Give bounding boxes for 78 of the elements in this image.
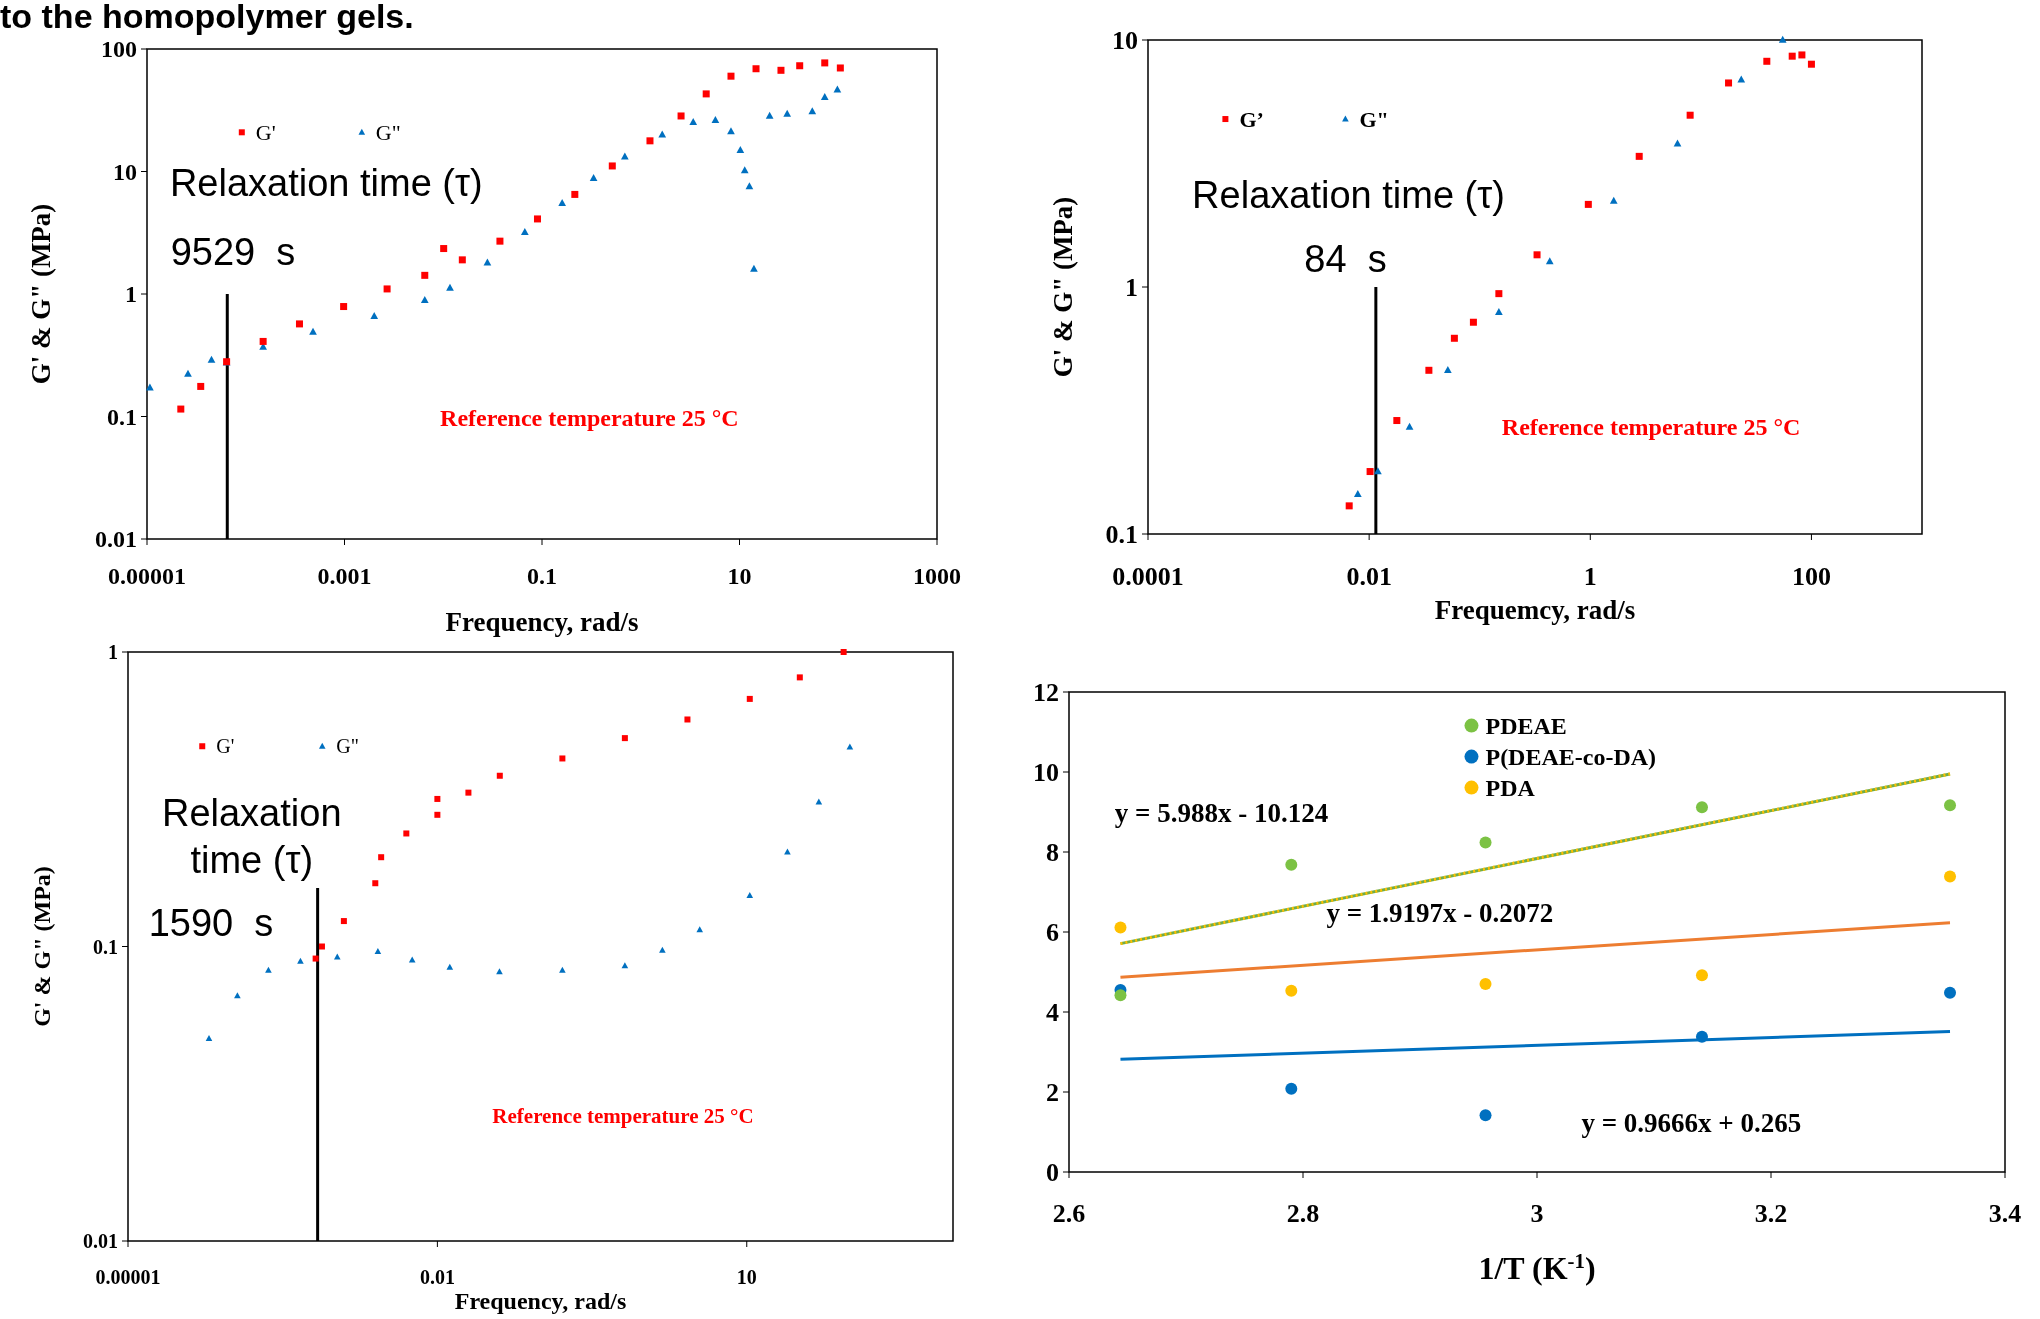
point — [1114, 921, 1127, 934]
y-tick-label: 1 — [1125, 273, 1138, 303]
y-tick-label: 0.01 — [95, 526, 137, 553]
point — [1944, 870, 1957, 883]
x-tick-label: 3.2 — [1754, 1199, 1788, 1228]
point — [1944, 799, 1957, 812]
x-tick-label: 10 — [736, 1266, 757, 1288]
x-tick-label: 2.8 — [1286, 1199, 1320, 1228]
y-tick-label: 12 — [1033, 678, 1059, 708]
point — [1695, 801, 1708, 814]
annotation: Reference temperature 25 °C — [1501, 414, 1801, 441]
chart-title: to the homopolymer gels. — [0, 0, 414, 35]
x-tick-label: 1000 — [913, 563, 961, 589]
annotation: Relaxation time (τ) — [1192, 173, 1505, 216]
annotation: y = 5.988x - 10.124 — [1114, 798, 1329, 829]
y-tick-label: 0.1 — [1105, 520, 1138, 550]
y-tick-label: 8 — [1046, 838, 1059, 868]
point — [1285, 1082, 1298, 1095]
x-tick-label: 0.001 — [317, 563, 372, 589]
annotation: Reference temperature 25 °C — [440, 405, 739, 432]
x-tick-label: 0.00001 — [108, 563, 186, 589]
legend-label: G' — [216, 735, 235, 758]
annotation: Relaxation time (τ) — [161, 791, 342, 882]
point — [1695, 1030, 1708, 1043]
legend-label: G’ — [1239, 106, 1264, 132]
legend-label: PDEAE — [1485, 713, 1567, 739]
point — [1695, 969, 1708, 982]
y-tick-label: 10 — [1033, 758, 1059, 788]
x-tick-label: 0.0001 — [1112, 562, 1184, 591]
x-tick-label: 0.01 — [1346, 562, 1392, 591]
point — [1479, 978, 1492, 990]
annotation: Relaxation time (τ) — [169, 162, 483, 204]
y-axis-title: G' & G" (MPa) — [29, 866, 55, 1027]
annotation: y = 0.9666x + 0.265 — [1581, 1108, 1802, 1139]
y-axis-title: G' & G" (MPa) — [26, 203, 56, 385]
annotation: Reference temperature 25 °C — [492, 1104, 754, 1129]
point — [1285, 984, 1298, 997]
point — [1479, 1109, 1492, 1122]
x-tick-label: 3 — [1530, 1199, 1544, 1228]
legend-label: PDA — [1485, 775, 1536, 801]
y-tick-label: 0.01 — [83, 1230, 118, 1252]
x-tick-label: 2.6 — [1052, 1199, 1086, 1228]
y-tick-label: 0 — [1046, 1158, 1059, 1188]
y-tick-label: 0.1 — [107, 403, 137, 430]
y-tick-label: 6 — [1046, 918, 1059, 948]
legend-label: G" — [375, 120, 401, 145]
x-axis-title: Frequency, rad/s — [454, 1288, 627, 1314]
x-axis-title: Frequency, rad/s — [445, 607, 639, 637]
x-tick-label: 0.00001 — [95, 1266, 161, 1288]
y-tick-label: 2 — [1046, 1078, 1059, 1108]
x-tick-label: 1 — [1583, 562, 1597, 591]
y-tick-label: 4 — [1046, 998, 1059, 1028]
point — [1114, 989, 1127, 1002]
x-tick-label: 3.4 — [1988, 1199, 2022, 1228]
annotation: 84 s — [1304, 238, 1387, 281]
y-tick-label: 10 — [113, 158, 137, 185]
y-axis-title: G' & G" (MPa) — [1048, 196, 1078, 378]
x-tick-label: 0.1 — [527, 563, 557, 589]
y-tick-label: 10 — [1112, 26, 1138, 56]
point — [1479, 836, 1492, 849]
x-axis-title: Frequemcy, rad/s — [1434, 595, 1636, 625]
y-tick-label: 100 — [101, 36, 137, 63]
point — [1944, 986, 1957, 999]
x-tick-label: 10 — [727, 563, 752, 589]
x-tick-label: 0.01 — [419, 1266, 455, 1288]
legend-label: G" — [1359, 106, 1389, 132]
x-tick-label: 100 — [1791, 562, 1831, 591]
x-axis-title: 1/T (K$^{-1}$) — [1478, 1248, 1596, 1286]
y-tick-label: 0.1 — [93, 935, 118, 958]
y-tick-label: 1 — [108, 641, 118, 663]
annotation: 9529 s — [170, 230, 296, 273]
annotation: 1590 s — [148, 902, 274, 945]
annotation: y = 1.9197x - 0.2072 — [1326, 898, 1554, 929]
y-tick-label: 1 — [125, 281, 137, 308]
legend-label: G' — [255, 120, 276, 145]
legend-label: P(DEAE-co-DA) — [1485, 744, 1657, 770]
legend-label: G" — [336, 735, 359, 758]
point — [1285, 858, 1298, 871]
